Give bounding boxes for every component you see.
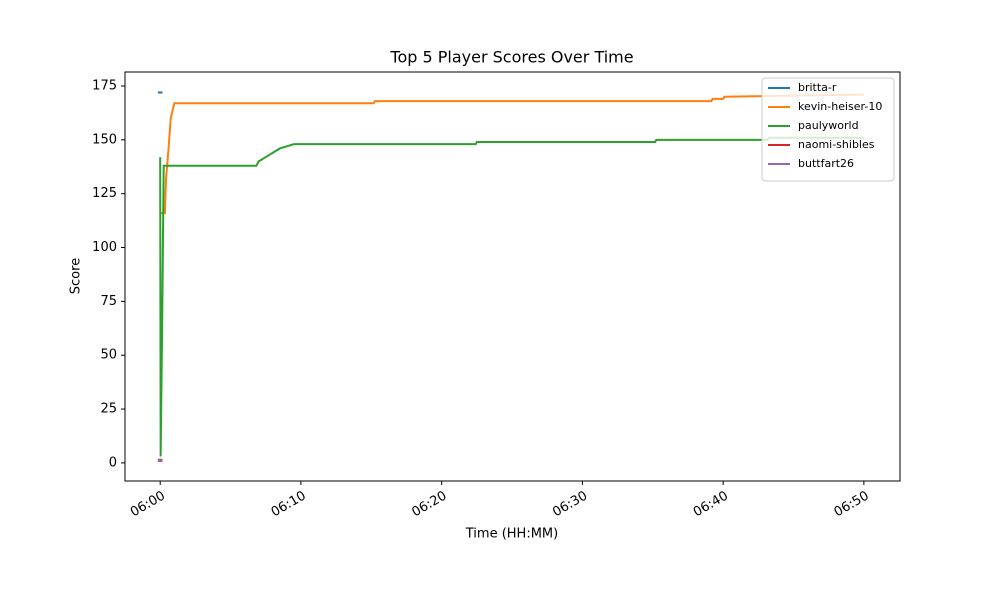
legend-label: britta-r: [798, 81, 837, 94]
y-tick-label: 150: [92, 132, 117, 147]
y-tick-label: 125: [92, 186, 117, 201]
legend-label: kevin-heiser-10: [798, 100, 882, 113]
axes-frame: [124, 71, 901, 482]
line: [159, 136, 864, 457]
y-tick-label: 0: [109, 455, 117, 470]
y-tick-label: 100: [92, 240, 117, 255]
y-axis-label: Score: [69, 258, 84, 294]
legend-label: paulyworld: [798, 119, 859, 132]
legend-label: buttfart26: [798, 157, 854, 170]
y-tick-label: 50: [100, 348, 117, 363]
plot-area: [157, 91, 864, 462]
chart-title: Top 5 Player Scores Over Time: [389, 48, 633, 67]
y-tick-label: 75: [100, 294, 117, 309]
legend-label: naomi-shibles: [798, 138, 875, 151]
legend-box: [761, 77, 895, 182]
y-tick-label: 175: [92, 78, 117, 93]
y-tick-label: 25: [100, 402, 117, 417]
x-axis-label: Time (HH:MM): [465, 527, 558, 542]
line: [160, 93, 864, 215]
